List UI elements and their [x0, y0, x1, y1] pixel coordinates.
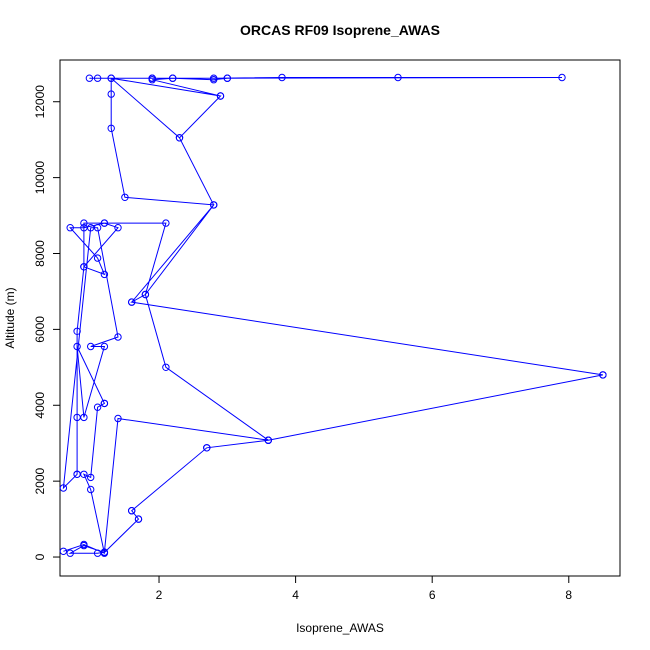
data-point	[128, 298, 136, 306]
y-tick-label: 4000	[33, 392, 47, 419]
data-point	[66, 549, 74, 557]
data-point	[203, 444, 211, 452]
data-point	[100, 342, 109, 351]
data-point	[59, 484, 68, 492]
data-point	[87, 485, 95, 494]
y-axis: 0 2000 4000 6000 8000 10000 12000	[33, 85, 61, 560]
y-tick-label: 12000	[33, 85, 47, 119]
data-point	[100, 548, 109, 556]
data-point	[394, 73, 402, 82]
data-point	[100, 399, 109, 408]
data-point	[80, 224, 88, 232]
data-point	[93, 224, 102, 232]
data-point	[100, 219, 109, 227]
y-tick-label: 0	[33, 553, 47, 560]
data-point	[148, 76, 156, 84]
data-point	[121, 193, 129, 202]
data-point	[66, 224, 74, 232]
data-point	[93, 254, 102, 262]
data-point	[278, 73, 286, 82]
x-tick-label: 4	[292, 588, 299, 602]
chart-title: ORCAS RF09 Isoprene_AWAS	[240, 22, 440, 38]
data-point	[93, 549, 102, 557]
series-line	[62, 77, 603, 555]
data-point	[107, 124, 115, 133]
data-point	[141, 290, 150, 299]
data-point	[80, 541, 88, 550]
data-point	[210, 201, 218, 209]
data-point	[107, 90, 115, 98]
data-point	[162, 363, 170, 371]
data-point	[93, 74, 102, 82]
data-point	[558, 73, 566, 82]
data-point	[599, 371, 607, 379]
x-tick-label: 8	[565, 588, 572, 602]
x-axis-label: Isoprene_AWAS	[296, 621, 384, 635]
data-point	[223, 74, 232, 82]
y-tick-label: 6000	[33, 316, 47, 343]
data-point	[73, 327, 81, 335]
data-point	[210, 76, 218, 84]
data-point	[134, 515, 143, 523]
y-tick-label: 2000	[33, 467, 47, 494]
data-point	[169, 74, 177, 82]
data-point	[162, 219, 170, 227]
data-point	[107, 74, 115, 82]
data-point	[73, 413, 81, 422]
y-tick-label: 8000	[33, 240, 47, 267]
data-point	[85, 74, 94, 82]
data-point	[87, 342, 95, 351]
data-point	[114, 333, 122, 341]
data-point	[114, 224, 122, 232]
data-point	[100, 270, 109, 279]
x-tick-label: 6	[429, 588, 436, 602]
data-point	[87, 473, 95, 482]
x-axis: 2 4 6 8	[156, 575, 572, 602]
data-point	[128, 507, 136, 515]
plot-frame	[59, 59, 621, 577]
data-point	[59, 547, 68, 555]
data-point	[73, 470, 81, 478]
x-tick-label: 2	[156, 588, 163, 602]
data-point	[80, 263, 88, 271]
data-point	[93, 403, 102, 411]
data-point	[264, 436, 272, 444]
y-tick-label: 10000	[33, 161, 47, 195]
data-point	[175, 134, 184, 142]
data-point	[114, 414, 122, 423]
data-point	[216, 92, 225, 100]
series-isoprene	[59, 73, 607, 557]
data-point	[73, 342, 81, 351]
data-point	[80, 219, 88, 227]
y-axis-label: Altitude (m)	[3, 287, 17, 348]
